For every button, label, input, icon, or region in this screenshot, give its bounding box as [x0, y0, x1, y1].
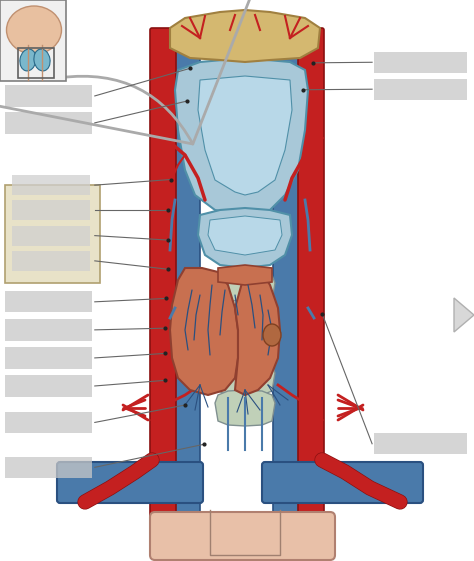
FancyBboxPatch shape	[374, 433, 467, 454]
Polygon shape	[215, 300, 275, 336]
FancyBboxPatch shape	[5, 375, 92, 397]
Polygon shape	[198, 208, 292, 268]
Ellipse shape	[34, 49, 50, 71]
Polygon shape	[215, 270, 275, 306]
FancyBboxPatch shape	[5, 185, 100, 283]
FancyBboxPatch shape	[12, 200, 90, 220]
FancyBboxPatch shape	[150, 512, 335, 560]
FancyBboxPatch shape	[5, 319, 92, 341]
FancyBboxPatch shape	[12, 175, 90, 195]
FancyBboxPatch shape	[12, 251, 90, 271]
FancyBboxPatch shape	[5, 112, 92, 134]
Polygon shape	[215, 330, 275, 366]
FancyBboxPatch shape	[273, 38, 305, 542]
FancyBboxPatch shape	[5, 412, 92, 433]
Ellipse shape	[20, 49, 36, 71]
Polygon shape	[198, 76, 292, 195]
FancyBboxPatch shape	[298, 28, 324, 542]
Polygon shape	[235, 268, 280, 395]
FancyBboxPatch shape	[262, 462, 423, 503]
FancyBboxPatch shape	[57, 462, 203, 503]
FancyBboxPatch shape	[150, 28, 176, 542]
Polygon shape	[215, 390, 275, 426]
FancyBboxPatch shape	[5, 347, 92, 369]
Polygon shape	[218, 265, 272, 285]
Polygon shape	[454, 298, 474, 332]
Ellipse shape	[7, 6, 62, 54]
FancyBboxPatch shape	[5, 85, 92, 107]
Polygon shape	[175, 58, 308, 215]
FancyBboxPatch shape	[374, 52, 467, 73]
FancyBboxPatch shape	[374, 79, 467, 100]
Polygon shape	[215, 360, 275, 396]
FancyBboxPatch shape	[5, 457, 92, 478]
Polygon shape	[170, 10, 320, 62]
Polygon shape	[170, 268, 238, 395]
FancyBboxPatch shape	[0, 0, 66, 81]
Ellipse shape	[263, 324, 281, 346]
FancyBboxPatch shape	[12, 226, 90, 246]
Polygon shape	[208, 216, 282, 255]
FancyBboxPatch shape	[168, 38, 200, 542]
FancyBboxPatch shape	[5, 291, 92, 312]
